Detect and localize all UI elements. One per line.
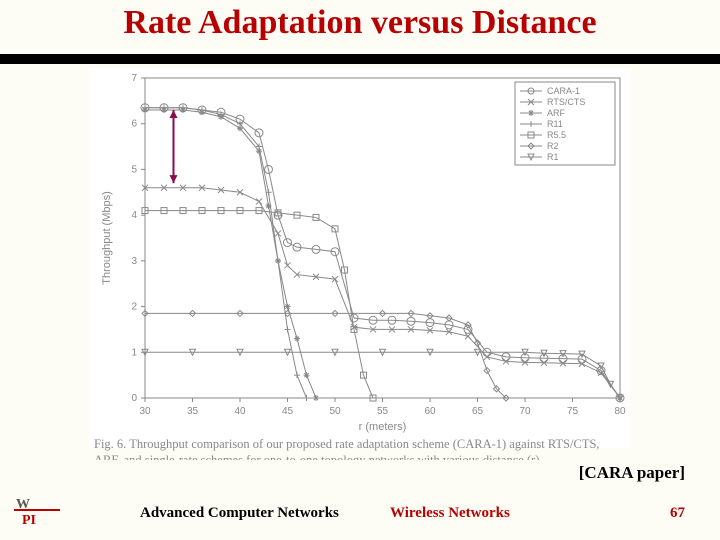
svg-text:45: 45 bbox=[282, 406, 294, 417]
markers-RTS/CTS bbox=[142, 185, 623, 401]
y-axis-label: Throughput (Mbps) bbox=[101, 191, 113, 285]
markers-ARF bbox=[142, 107, 319, 401]
svg-text:40: 40 bbox=[234, 406, 246, 417]
markers-R1 bbox=[142, 349, 623, 401]
svg-text:75: 75 bbox=[567, 406, 579, 417]
series-R2 bbox=[145, 313, 506, 398]
markers-R11 bbox=[142, 105, 310, 401]
series-RTS/CTS bbox=[145, 188, 620, 398]
series-R1 bbox=[145, 352, 620, 398]
markers-R2 bbox=[142, 310, 509, 401]
page-title: Rate Adaptation versus Distance bbox=[0, 4, 720, 42]
page-number: 67 bbox=[670, 505, 685, 522]
svg-text:55: 55 bbox=[377, 406, 389, 417]
svg-text:R2: R2 bbox=[547, 141, 559, 151]
svg-text:ARF: ARF bbox=[547, 108, 566, 118]
legend: CARA-1RTS/CTSARFR11R5.5R2R1 bbox=[515, 82, 615, 165]
markers-R5.5 bbox=[142, 208, 376, 401]
svg-text:5: 5 bbox=[131, 164, 137, 175]
svg-text:R1: R1 bbox=[547, 152, 559, 162]
svg-text:1: 1 bbox=[131, 347, 137, 358]
svg-text:R5.5: R5.5 bbox=[547, 130, 566, 140]
throughput-chart: 303540455055606570758001234567r (meters)… bbox=[90, 68, 630, 448]
svg-text:80: 80 bbox=[614, 406, 626, 417]
svg-text:3: 3 bbox=[131, 256, 137, 267]
svg-text:2: 2 bbox=[131, 302, 137, 313]
svg-text:70: 70 bbox=[519, 406, 531, 417]
svg-text:50: 50 bbox=[329, 406, 341, 417]
series-R11 bbox=[145, 108, 307, 398]
svg-text:4: 4 bbox=[131, 210, 137, 221]
series-R5.5 bbox=[145, 211, 373, 398]
svg-text:R11: R11 bbox=[547, 119, 563, 129]
svg-text:7: 7 bbox=[131, 73, 137, 84]
footer-course-name: Advanced Computer Networks bbox=[140, 505, 339, 522]
x-axis-label: r (meters) bbox=[359, 421, 407, 433]
svg-text:RTS/CTS: RTS/CTS bbox=[547, 97, 585, 107]
svg-text:0: 0 bbox=[131, 393, 137, 404]
citation-ref: [CARA paper] bbox=[579, 463, 685, 483]
svg-text:30: 30 bbox=[139, 406, 151, 417]
svg-text:CARA-1: CARA-1 bbox=[547, 86, 580, 96]
svg-text:60: 60 bbox=[424, 406, 436, 417]
svg-text:PI: PI bbox=[22, 513, 36, 526]
svg-text:6: 6 bbox=[131, 119, 137, 130]
figure-caption: Fig. 6. Throughput comparison of our pro… bbox=[90, 436, 630, 460]
svg-text:65: 65 bbox=[472, 406, 484, 417]
svg-text:35: 35 bbox=[187, 406, 199, 417]
wpi-logo: W PI bbox=[14, 494, 60, 526]
series-ARF bbox=[145, 110, 316, 398]
footer-topic: Wireless Networks bbox=[390, 505, 510, 522]
title-underline bbox=[0, 54, 720, 64]
